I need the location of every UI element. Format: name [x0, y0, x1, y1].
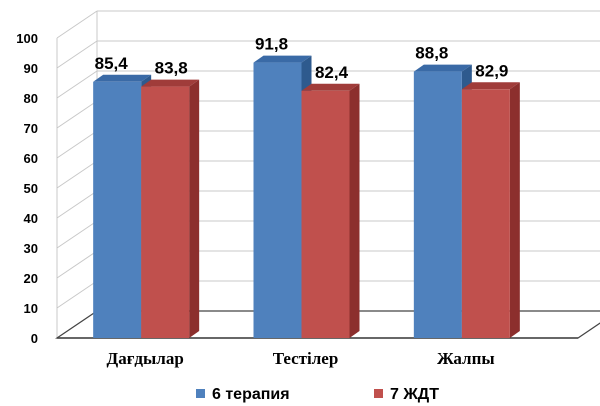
- y-axis-ticks: 0 10 20 30 40 50 60 70 80 90 100: [16, 31, 38, 346]
- bar: 91,8: [253, 35, 312, 338]
- data-label: 88,8: [415, 44, 448, 63]
- y-tick-label: 0: [31, 331, 38, 346]
- bar-side: [509, 82, 520, 338]
- legend-swatch: [374, 389, 383, 398]
- y-tick-label: 30: [24, 241, 38, 256]
- y-tick-label: 60: [24, 151, 38, 166]
- y-tick-label: 90: [24, 61, 38, 76]
- gridline-depth: [56, 220, 98, 249]
- data-label: 82,4: [315, 63, 349, 82]
- data-label: 85,4: [95, 54, 129, 73]
- bar: 82,4: [301, 63, 360, 338]
- gridline-depth: [56, 190, 98, 219]
- bar-top: [413, 64, 472, 72]
- data-label: 91,8: [255, 35, 288, 54]
- bars: 85,4 83,8 91,8 82,4 88,8 82,9: [93, 35, 520, 339]
- bar-top: [461, 82, 520, 90]
- legend: 6 терапия 7 ЖДТ: [196, 386, 439, 403]
- bar-top: [253, 55, 312, 63]
- y-tick-label: 80: [24, 91, 38, 106]
- legend-label: 6 терапия: [212, 386, 290, 403]
- gridline-depth: [56, 10, 98, 39]
- bar-side: [349, 83, 360, 338]
- y-tick-label: 50: [24, 181, 38, 196]
- bar-top: [301, 83, 360, 91]
- data-label: 82,9: [475, 61, 508, 80]
- x-tick-label: Жалпы: [437, 349, 495, 368]
- bar-side: [189, 79, 200, 338]
- gridline-depth: [56, 250, 98, 279]
- bar-front: [413, 71, 462, 338]
- bar: 82,9: [461, 61, 520, 338]
- x-tick-label: Дағдылар: [107, 349, 184, 368]
- gridline-depth: [56, 100, 98, 129]
- data-label: 83,8: [155, 59, 188, 78]
- gridline-depth: [56, 70, 98, 99]
- bar-front: [93, 81, 142, 339]
- gridline-depth: [56, 160, 98, 189]
- bar-front: [253, 62, 302, 338]
- bar-front: [301, 90, 350, 338]
- bar: 83,8: [141, 59, 200, 338]
- legend-label: 7 ЖДТ: [390, 386, 439, 403]
- bar: 88,8: [413, 44, 472, 338]
- y-tick-label: 20: [24, 271, 38, 286]
- y-tick-label: 100: [16, 31, 38, 46]
- bar-front: [141, 86, 190, 338]
- gridline-depth: [56, 130, 98, 159]
- y-tick-label: 70: [24, 121, 38, 136]
- gridline-depth: [56, 40, 98, 69]
- bar-top: [93, 74, 152, 82]
- y-tick-label: 10: [24, 301, 38, 316]
- y-tick-label: 40: [24, 211, 38, 226]
- legend-swatch: [196, 389, 205, 398]
- bar-top: [141, 79, 200, 87]
- gridline-depth: [56, 280, 98, 309]
- bar-front: [461, 89, 510, 338]
- x-tick-label: Тестілер: [273, 349, 339, 368]
